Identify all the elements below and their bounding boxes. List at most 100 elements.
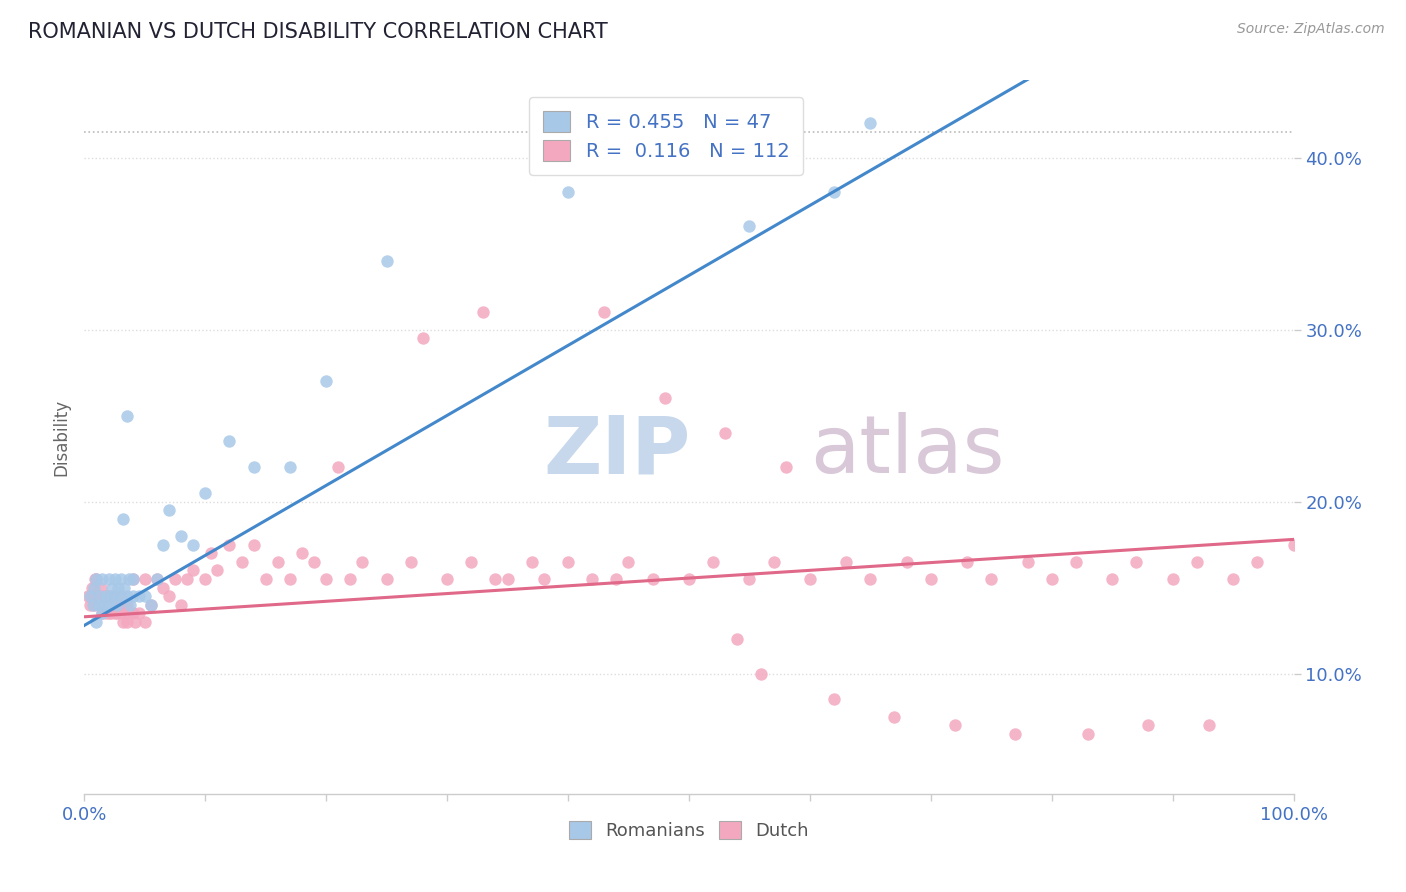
Point (799, 572, 821, 586)
Point (165, 572, 187, 586)
Point (181, 537, 204, 551)
Point (896, 555, 918, 569)
Point (194, 572, 217, 586)
Point (134, 572, 156, 586)
Text: ROMANIAN VS DUTCH DISABILITY CORRELATION CHART: ROMANIAN VS DUTCH DISABILITY CORRELATION… (28, 22, 607, 42)
Point (105, 598, 128, 612)
Point (104, 572, 127, 586)
Point (315, 374, 337, 388)
Point (96, 589, 118, 603)
Point (1017, 555, 1039, 569)
Point (94, 598, 117, 612)
Point (678, 572, 700, 586)
Point (94, 607, 117, 621)
Point (218, 434, 240, 449)
Point (87, 598, 110, 612)
Point (121, 589, 143, 603)
Point (128, 589, 150, 603)
Point (533, 572, 555, 586)
Point (98, 598, 121, 612)
Legend: Romanians, Dutch: Romanians, Dutch (560, 813, 818, 849)
Point (581, 572, 603, 586)
Text: ZIP: ZIP (544, 412, 692, 491)
Point (200, 546, 222, 560)
Point (79, 589, 101, 603)
Point (1077, 727, 1099, 741)
Point (121, 572, 143, 586)
Point (1246, 555, 1268, 569)
Point (157, 503, 180, 517)
Point (134, 589, 156, 603)
Point (90, 581, 112, 595)
Point (242, 537, 264, 551)
Point (315, 572, 337, 586)
Point (86, 615, 108, 629)
Point (79, 598, 101, 612)
Point (80, 581, 103, 595)
Point (94, 598, 117, 612)
Point (956, 555, 979, 569)
Point (231, 555, 253, 569)
Point (399, 555, 422, 569)
Point (157, 589, 180, 603)
Point (170, 598, 193, 612)
Point (100, 607, 122, 621)
Point (218, 537, 240, 551)
Point (115, 409, 138, 423)
Point (176, 572, 198, 586)
Point (859, 116, 882, 130)
Point (115, 615, 138, 629)
Point (520, 555, 543, 569)
Point (94, 589, 117, 603)
Point (87, 598, 110, 612)
Point (605, 572, 627, 586)
Point (1064, 555, 1087, 569)
Point (104, 589, 127, 603)
Point (328, 460, 350, 475)
Point (146, 572, 169, 586)
Point (104, 589, 127, 603)
Point (118, 572, 141, 586)
Point (823, 692, 845, 706)
Point (859, 572, 882, 586)
Point (86, 589, 108, 603)
Point (97, 589, 120, 603)
Point (86, 572, 108, 586)
Point (97, 598, 120, 612)
Point (1040, 572, 1063, 586)
Point (714, 425, 737, 440)
Point (302, 555, 325, 569)
Point (112, 581, 135, 595)
Point (110, 589, 132, 603)
Point (194, 486, 217, 500)
Point (97, 607, 120, 621)
Point (181, 563, 204, 577)
Point (91, 572, 114, 586)
Point (110, 572, 132, 586)
Point (112, 598, 135, 612)
Point (436, 572, 458, 586)
Point (100, 589, 122, 603)
Point (1161, 572, 1184, 586)
Point (207, 563, 229, 577)
Point (112, 512, 135, 526)
Point (139, 598, 162, 612)
Point (593, 305, 616, 319)
Point (557, 185, 579, 199)
Point (139, 598, 162, 612)
Point (375, 572, 398, 586)
Point (86, 572, 108, 586)
Text: atlas: atlas (810, 412, 1004, 491)
Point (1222, 572, 1244, 586)
Point (460, 555, 482, 569)
Point (1282, 537, 1305, 551)
Point (124, 615, 146, 629)
Point (496, 572, 519, 586)
Point (93, 589, 115, 603)
Point (118, 607, 141, 621)
Point (82, 598, 104, 612)
Point (484, 572, 506, 586)
Point (112, 615, 135, 629)
Point (920, 572, 942, 586)
Point (835, 555, 858, 569)
